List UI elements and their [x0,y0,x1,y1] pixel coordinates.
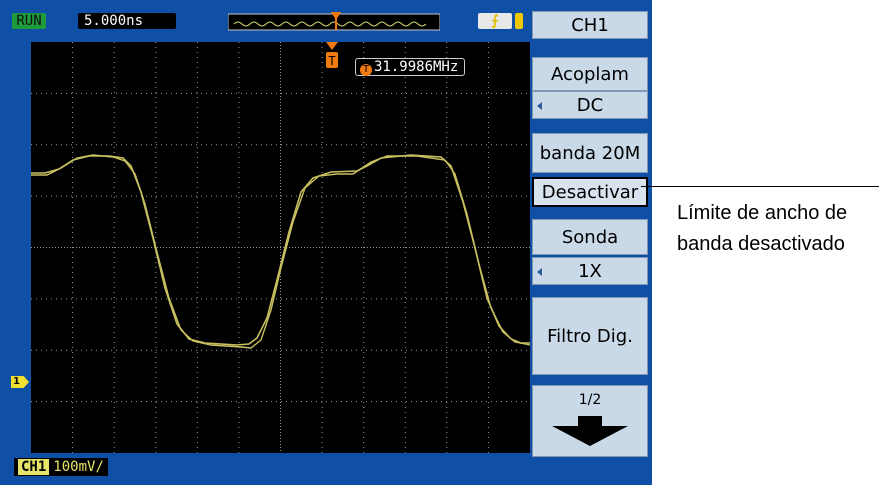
option-arrow-icon [537,102,542,110]
oscilloscope-display: RUN 5.000ns ⨍ [0,0,652,485]
timebase-readout: 5.000ns [78,13,176,29]
memory-waveform [233,21,427,27]
probe-value-text: 1X [578,261,602,282]
probe-value[interactable]: 1X [532,257,648,285]
ch1-ground-marker: 1 [11,376,29,388]
bandwidth-limit-value[interactable]: Desactivar [532,177,648,207]
callout-annotation: Límite de ancho de banda desactivado [677,198,877,260]
trigger-position-marker: T [326,42,338,68]
channel-scale-readout: CH1 100mV/ [14,458,108,476]
waveform-graticule [31,42,531,453]
probe-softkey[interactable]: Sonda [532,219,648,255]
coupling-value[interactable]: DC [532,91,648,119]
coupling-softkey[interactable]: Acoplam [532,57,648,91]
next-page-softkey[interactable]: 1/2 [532,385,648,457]
trigger-source-tab [515,13,523,29]
softkey-menu: CH1 Acoplam DC banda 20M Desactivar Sond… [532,11,650,464]
trigger-slope-indicator: ⨍ [478,13,512,29]
callout-line-2: banda desactivado [677,233,845,255]
memory-position-bar [228,12,440,31]
callout-line-1: Límite de ancho de [677,202,848,224]
option-arrow-icon [537,268,542,276]
rising-edge-icon: ⨍ [491,13,499,29]
down-arrow-icon [552,416,628,446]
frequency-value: 31.9986MHz [374,59,459,75]
bandwidth-limit-softkey[interactable]: banda 20M [532,133,648,173]
digital-filter-softkey[interactable]: Filtro Dig. [532,297,648,375]
trigger-frequency-readout: T 31.9986MHz [355,58,466,76]
coupling-value-text: DC [576,95,604,116]
memory-trigger-marker [330,12,342,30]
run-status-badge: RUN [12,13,46,29]
channel-tag: CH1 [18,459,50,475]
menu-title: CH1 [532,11,648,39]
page-indicator: 1/2 [578,392,602,408]
callout-leader-line [641,186,879,187]
ch1-trace-b [31,154,531,349]
graticule-svg [31,42,531,453]
svg-text:T: T [328,54,335,68]
grid-lines [31,42,530,453]
trigger-icon: T [360,64,372,76]
channel-scale: 100mV/ [53,459,104,475]
